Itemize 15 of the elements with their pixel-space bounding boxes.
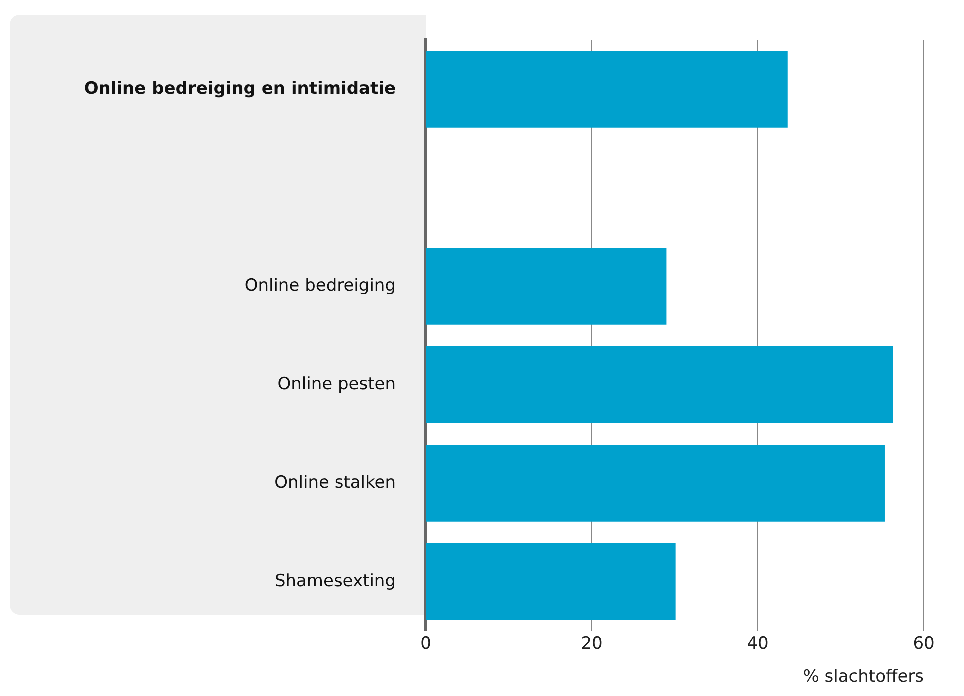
bar [426,248,667,325]
bar [426,544,676,620]
x-tick-label: 60 [913,634,935,654]
y-tick-label: Shamesexting [274,571,396,592]
x-tick-label: 20 [581,634,603,654]
y-tick-label: Online bedreiging en intimidatie [84,78,396,99]
bar [426,346,894,424]
x-axis-title: % slachtoffers [803,667,924,688]
y-tick-label: Online stalken [274,472,396,493]
y-tick-label: Online pesten [278,374,396,394]
bar [426,51,788,128]
bar [426,445,885,522]
y-tick-label: Online bedreiging [244,276,396,296]
x-tick-label: 40 [747,634,769,654]
x-tick-label: 0 [420,634,432,654]
